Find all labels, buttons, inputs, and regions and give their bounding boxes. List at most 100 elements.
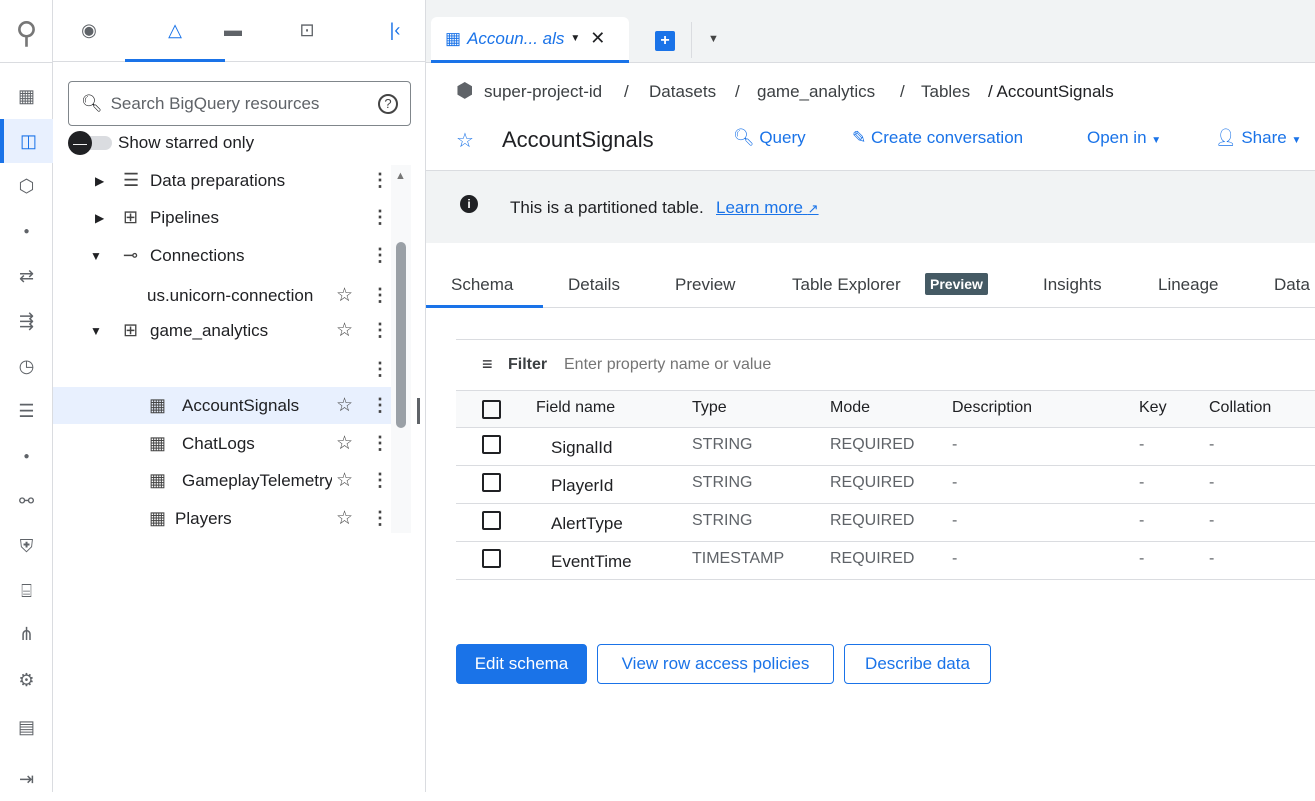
- tree-item[interactable]: ▦ ChatLogs ☆ ⋮: [149, 433, 389, 454]
- more-options-icon[interactable]: ⋮: [371, 320, 389, 340]
- more-options-icon[interactable]: ⋮: [371, 470, 389, 490]
- query-button[interactable]: 🔍︎ Query: [733, 128, 806, 147]
- row-checkbox[interactable]: [482, 473, 501, 492]
- search-input[interactable]: 🔍︎ Search BigQuery resources ?: [68, 81, 411, 126]
- tree-item[interactable]: ⋮: [53, 351, 391, 388]
- star-icon[interactable]: ☆: [336, 508, 354, 529]
- cell: REQUIRED: [830, 512, 915, 529]
- chevron-down-icon: ▼: [1291, 135, 1302, 146]
- tab-details[interactable]: Details: [568, 275, 620, 294]
- tree-item[interactable]: ▦ AccountSignals ☆ ⋮: [53, 387, 391, 424]
- more-options-icon[interactable]: ⋮: [371, 207, 389, 227]
- tree-item[interactable]: ▶ ⊞ Pipelines ⋮: [95, 207, 389, 227]
- star-icon[interactable]: ☆: [336, 395, 354, 416]
- tab-menu-chevron-icon[interactable]: ▼: [708, 33, 719, 45]
- help-icon[interactable]: ?: [378, 93, 398, 114]
- more-options-icon[interactable]: ⋮: [371, 285, 389, 305]
- create-conversation-button[interactable]: ✎ Create conversation: [852, 128, 1024, 147]
- explorer-icon[interactable]: ◫: [0, 119, 53, 163]
- collapse-panel-icon[interactable]: |‹: [389, 20, 401, 40]
- chevron-down-icon: ▼: [1151, 135, 1162, 146]
- search-graph-icon[interactable]: ⚯: [18, 490, 35, 511]
- capacity-icon[interactable]: ⌸: [21, 580, 32, 601]
- connection-icon: ⊸: [123, 245, 139, 265]
- learn-more-link[interactable]: Learn more ↗: [716, 198, 819, 217]
- tree-item[interactable]: ▶ ☰ Data preparations ⋮: [95, 170, 389, 190]
- jobs-icon[interactable]: ☰: [18, 400, 35, 421]
- tree-item[interactable]: ▼ ⊸ Connections ⋮: [90, 245, 389, 265]
- breadcrumb-dataset[interactable]: game_analytics: [757, 82, 876, 101]
- chevron-down-icon[interactable]: ▼: [570, 33, 581, 44]
- workflows-icon[interactable]: ⇶: [18, 310, 35, 331]
- more-options-icon[interactable]: ⋮: [371, 359, 389, 379]
- cell: STRING: [692, 436, 753, 453]
- dashboard-icon[interactable]: ▦: [17, 85, 35, 106]
- star-icon[interactable]: ☆: [336, 470, 354, 491]
- tree-item[interactable]: us.unicorn-connection ☆ ⋮: [147, 285, 389, 306]
- star-icon[interactable]: ☆: [456, 130, 474, 152]
- history-icon[interactable]: ◷: [18, 355, 35, 376]
- expand-arrow-icon[interactable]: ▶: [95, 210, 105, 225]
- shield-icon[interactable]: ⛨: [19, 535, 34, 556]
- tab-data[interactable]: Data: [1274, 275, 1310, 294]
- row-checkbox[interactable]: [482, 435, 501, 454]
- folder-icon[interactable]: ▬: [224, 20, 242, 40]
- expand-arrow-icon[interactable]: ▶: [95, 173, 105, 188]
- scrollbar[interactable]: ▲: [391, 165, 411, 533]
- star-icon[interactable]: ☆: [336, 320, 354, 341]
- describe-data-button[interactable]: Describe data: [844, 644, 991, 684]
- resize-handle[interactable]: [417, 398, 420, 424]
- row-checkbox[interactable]: [482, 549, 501, 568]
- share-button[interactable]: 👤︎ Share ▼: [1215, 128, 1302, 147]
- pipelines-icon[interactable]: ⬡: [18, 175, 35, 196]
- column-header[interactable]: Field name: [536, 399, 616, 416]
- new-tab-button[interactable]: +: [655, 31, 675, 51]
- tree-item[interactable]: ▦ GameplayTelemetry ☆ ⋮: [149, 470, 389, 491]
- repository-icon[interactable]: ⊡: [299, 20, 315, 40]
- tab-insights[interactable]: Insights: [1043, 275, 1102, 294]
- more-options-icon[interactable]: ⋮: [371, 245, 389, 265]
- starred-toggle[interactable]: — Show starred only: [68, 131, 254, 155]
- tree-item[interactable]: ▼ ⊞ game_analytics ☆ ⋮: [90, 320, 389, 341]
- tab-lineage[interactable]: Lineage: [1158, 275, 1219, 294]
- expand-icon[interactable]: ⇥: [18, 768, 35, 789]
- open-in-button[interactable]: Open in ▼: [1087, 128, 1162, 147]
- tree-item[interactable]: ▦ Players ☆ ⋮: [149, 508, 389, 529]
- edit-schema-button[interactable]: Edit schema: [456, 644, 587, 684]
- tab-schema[interactable]: Schema: [451, 275, 514, 294]
- tab-accountsignals[interactable]: ▦ Accoun... als ▼ ✕: [431, 17, 629, 63]
- select-all-checkbox[interactable]: [482, 400, 501, 419]
- cell: -: [1209, 436, 1215, 453]
- more-options-icon[interactable]: ⋮: [371, 395, 389, 415]
- cell: -: [1139, 550, 1145, 567]
- column-header[interactable]: Type: [692, 399, 727, 416]
- star-icon[interactable]: ☆: [336, 433, 354, 454]
- more-options-icon[interactable]: ⋮: [371, 170, 389, 190]
- tab-table-explorer[interactable]: Table Explorer: [792, 275, 901, 294]
- field-name: EventTime: [551, 552, 632, 571]
- gear-icon[interactable]: ⚙: [18, 669, 35, 690]
- breadcrumb-datasets[interactable]: Datasets: [649, 82, 717, 101]
- transfers-icon[interactable]: ⇄: [18, 265, 35, 286]
- star-icon[interactable]: ☆: [336, 285, 354, 306]
- breadcrumb-tables[interactable]: Tables: [921, 82, 971, 101]
- more-options-icon[interactable]: ⋮: [371, 433, 389, 453]
- breadcrumb-project[interactable]: super-project-id: [484, 82, 603, 101]
- bigquery-logo-icon: ⚲: [15, 16, 38, 50]
- lineage-icon[interactable]: ⋔: [18, 623, 35, 644]
- cell: -: [1209, 512, 1215, 529]
- cell: -: [1209, 474, 1215, 491]
- view-row-access-policies-button[interactable]: View row access policies: [597, 644, 834, 684]
- close-icon[interactable]: ✕: [590, 28, 606, 48]
- tab-preview[interactable]: Preview: [675, 275, 736, 294]
- row-checkbox[interactable]: [482, 511, 501, 530]
- filter-input[interactable]: [564, 352, 1264, 378]
- cell: REQUIRED: [830, 436, 915, 453]
- more-options-icon[interactable]: ⋮: [371, 508, 389, 528]
- collapse-arrow-icon[interactable]: ▼: [90, 248, 102, 263]
- compass-icon[interactable]: ◉: [81, 20, 97, 40]
- collapse-arrow-icon[interactable]: ▼: [90, 323, 102, 338]
- release-notes-icon[interactable]: ▤: [17, 716, 35, 737]
- conversation-icon: ✎: [852, 128, 867, 147]
- tab-classic-explorer[interactable]: △: [125, 20, 225, 62]
